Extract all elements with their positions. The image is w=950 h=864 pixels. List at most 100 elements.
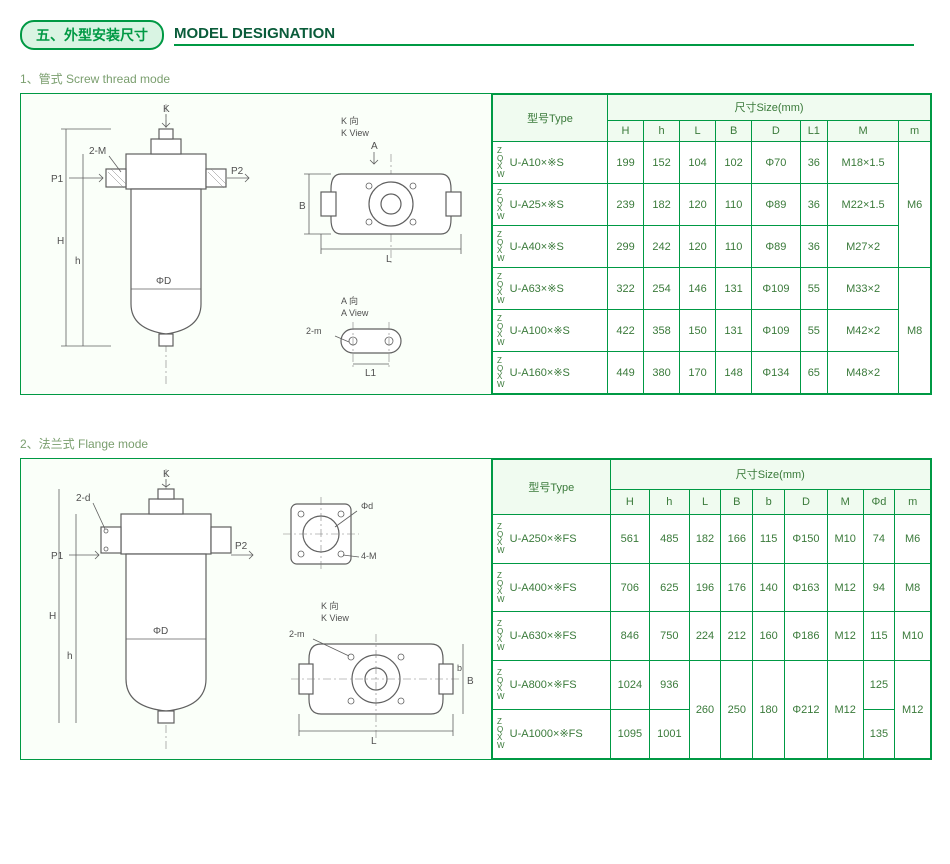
svg-text:h: h: [75, 256, 81, 267]
cell: 120: [680, 226, 716, 268]
cell-type: ZQXW U-A40×※S: [493, 226, 608, 268]
svg-text:H: H: [49, 611, 56, 622]
section2-diagram: K 2-d P1 P2 H h ΦD Φd 4-M: [21, 459, 492, 759]
cell: 358: [644, 310, 680, 352]
svg-text:ΦD: ΦD: [153, 626, 168, 637]
cell-m: M8: [899, 268, 931, 394]
cell: M18×1.5: [828, 142, 899, 184]
col-H: H: [610, 489, 650, 514]
cell-type: ZQXW U-A10×※S: [493, 142, 608, 184]
cell: 254: [644, 268, 680, 310]
section1-diagram: K 2-M P1 P2 H h ΦD K 向 K View A: [21, 94, 492, 394]
svg-text:B: B: [299, 201, 306, 212]
col-M: M: [827, 489, 863, 514]
title-row: 五、外型安装尺寸 MODEL DESIGNATION: [20, 20, 930, 50]
cell: Φ70: [752, 142, 801, 184]
table-row: ZQXW U-A100×※S422358150131Φ10955M42×2: [493, 310, 931, 352]
cell: 322: [608, 268, 644, 310]
cell: M48×2: [828, 352, 899, 394]
th-size2: 尺寸Size(mm): [610, 460, 930, 490]
cell-m: M6: [899, 142, 931, 268]
cell: 36: [800, 142, 827, 184]
table-row: ZQXW U-A400×※FS706625196176140Φ163M1294M…: [493, 563, 931, 612]
col-L: L: [689, 489, 721, 514]
table-row: ZQXW U-A10×※S199152104102Φ7036M18×1.5M6: [493, 142, 931, 184]
svg-text:b: b: [457, 663, 462, 673]
cell: 422: [608, 310, 644, 352]
svg-text:A 向: A 向: [341, 295, 358, 306]
title-main: MODEL DESIGNATION: [174, 25, 914, 46]
svg-text:K View: K View: [321, 613, 349, 623]
cell: 449: [608, 352, 644, 394]
section1-block: K 2-M P1 P2 H h ΦD K 向 K View A: [20, 93, 932, 395]
col-m: m: [899, 120, 931, 142]
svg-text:P2: P2: [231, 166, 244, 177]
svg-text:Φd: Φd: [361, 501, 373, 511]
col-m: m: [895, 489, 931, 514]
col-h: h: [644, 120, 680, 142]
svg-text:A: A: [371, 141, 378, 152]
cell: M33×2: [828, 268, 899, 310]
cell-type: ZQXW U-A100×※S: [493, 310, 608, 352]
cell: 131: [716, 310, 752, 352]
cell: 110: [716, 184, 752, 226]
cell-type: ZQXW U-A400×※FS: [493, 563, 611, 612]
svg-text:2-d: 2-d: [76, 493, 90, 504]
svg-text:K: K: [163, 469, 170, 480]
col-D: D: [752, 120, 801, 142]
section1-table: 型号Type 尺寸Size(mm) HhLBDL1Mm ZQXW U-A10×※…: [492, 94, 931, 394]
svg-text:K: K: [163, 104, 170, 115]
col-L: L: [680, 120, 716, 142]
cell: 170: [680, 352, 716, 394]
table-row: ZQXW U-A630×※FS846750224212160Φ186M12115…: [493, 612, 931, 661]
cell: Φ89: [752, 226, 801, 268]
svg-text:L1: L1: [365, 368, 377, 379]
cell-type: ZQXW U-A630×※FS: [493, 612, 611, 661]
svg-text:2-m: 2-m: [306, 326, 322, 336]
cell: 199: [608, 142, 644, 184]
cell: 36: [800, 226, 827, 268]
cell: 55: [800, 310, 827, 352]
cell: 380: [644, 352, 680, 394]
cell-type: ZQXW U-A25×※S: [493, 184, 608, 226]
th-type2: 型号Type: [493, 460, 611, 515]
th-size: 尺寸Size(mm): [608, 95, 931, 121]
svg-text:P1: P1: [51, 551, 64, 562]
col-Φd: Φd: [863, 489, 895, 514]
cell: Φ134: [752, 352, 801, 394]
section1-label: 1、管式 Screw thread mode: [20, 70, 930, 87]
table-row: ZQXW U-A160×※S449380170148Φ13465M48×2: [493, 352, 931, 394]
title-badge: 五、外型安装尺寸: [20, 20, 164, 50]
cell: 182: [644, 184, 680, 226]
cell: 36: [800, 184, 827, 226]
section2-label: 2、法兰式 Flange mode: [20, 435, 930, 452]
svg-text:A View: A View: [341, 308, 369, 318]
cell: Φ109: [752, 268, 801, 310]
svg-text:K View: K View: [341, 128, 369, 138]
col-B: B: [716, 120, 752, 142]
svg-text:B: B: [467, 676, 474, 687]
svg-text:K 向: K 向: [341, 115, 359, 126]
cell-type: ZQXW U-A63×※S: [493, 268, 608, 310]
cell: M22×1.5: [828, 184, 899, 226]
svg-text:P2: P2: [235, 541, 248, 552]
table-row: ZQXW U-A250×※FS561485182166115Φ150M1074M…: [493, 514, 931, 563]
cell: 102: [716, 142, 752, 184]
table-row: ZQXW U-A800×※FS1024936260250180Φ212M1212…: [493, 661, 931, 710]
cell: 131: [716, 268, 752, 310]
cell: Φ89: [752, 184, 801, 226]
svg-text:2-M: 2-M: [89, 146, 106, 157]
table-row: ZQXW U-A40×※S299242120110Φ8936M27×2: [493, 226, 931, 268]
col-h: h: [650, 489, 690, 514]
cell: 242: [644, 226, 680, 268]
cell-type: ZQXW U-A1000×※FS: [493, 710, 611, 759]
cell: 152: [644, 142, 680, 184]
cell: M27×2: [828, 226, 899, 268]
cell: 110: [716, 226, 752, 268]
col-B: B: [721, 489, 753, 514]
cell: 104: [680, 142, 716, 184]
col-H: H: [608, 120, 644, 142]
svg-text:P1: P1: [51, 174, 64, 185]
svg-text:L: L: [371, 736, 377, 747]
svg-text:H: H: [57, 236, 64, 247]
